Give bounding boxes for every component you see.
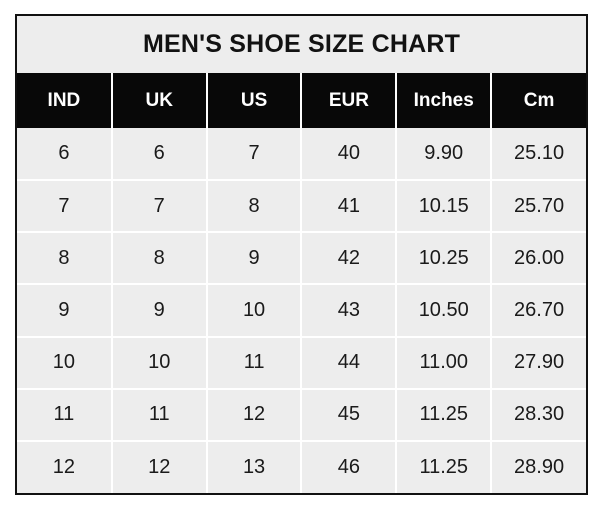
cell-inches: 10.25 bbox=[395, 231, 492, 285]
column-header-inches: Inches bbox=[395, 73, 492, 128]
cell-eur: 42 bbox=[300, 231, 397, 285]
table-row: 10 10 11 44 11.00 27.90 bbox=[17, 335, 586, 389]
cell-eur: 45 bbox=[300, 387, 397, 441]
column-header-ind: IND bbox=[17, 73, 112, 128]
cell-ind: 6 bbox=[17, 128, 112, 181]
cell-ind: 11 bbox=[17, 387, 112, 441]
column-header-cm: Cm bbox=[490, 73, 586, 128]
cell-ind: 9 bbox=[17, 283, 112, 337]
cell-inches: 10.15 bbox=[395, 179, 492, 233]
table-row: 6 6 7 40 9.90 25.10 bbox=[17, 128, 586, 181]
cell-inches: 9.90 bbox=[395, 128, 492, 181]
table-row: 8 8 9 42 10.25 26.00 bbox=[17, 231, 586, 285]
cell-inches: 11.25 bbox=[395, 387, 492, 441]
cell-cm: 26.00 bbox=[490, 231, 586, 285]
cell-us: 11 bbox=[205, 335, 302, 389]
cell-us: 10 bbox=[205, 283, 302, 337]
cell-cm: 28.90 bbox=[490, 439, 586, 493]
column-header-eur: EUR bbox=[300, 73, 397, 128]
table-row: 11 11 12 45 11.25 28.30 bbox=[17, 387, 586, 441]
cell-us: 13 bbox=[205, 439, 302, 493]
cell-uk: 10 bbox=[110, 335, 207, 389]
cell-inches: 11.25 bbox=[395, 439, 492, 493]
table-body: 6 6 7 40 9.90 25.10 7 7 8 41 10.15 25.70 8 8 9 42 10.25 2… bbox=[17, 128, 586, 493]
cell-cm: 26.70 bbox=[490, 283, 586, 337]
cell-eur: 41 bbox=[300, 179, 397, 233]
column-header-us: US bbox=[205, 73, 302, 128]
cell-cm: 28.30 bbox=[490, 387, 586, 441]
cell-eur: 40 bbox=[300, 128, 397, 181]
cell-ind: 8 bbox=[17, 231, 112, 285]
cell-eur: 44 bbox=[300, 335, 397, 389]
cell-uk: 12 bbox=[110, 439, 207, 493]
shoe-size-table: IND UK US EUR Inches Cm 6 6 7 40 9.90 25.10 7 7 8 41 10… bbox=[17, 73, 586, 493]
cell-us: 9 bbox=[205, 231, 302, 285]
size-chart-frame: MEN'S SHOE SIZE CHART IND UK US EUR Inches Cm… bbox=[15, 14, 588, 495]
table-header-row: IND UK US EUR Inches Cm bbox=[17, 73, 586, 128]
cell-uk: 9 bbox=[110, 283, 207, 337]
cell-cm: 25.70 bbox=[490, 179, 586, 233]
column-header-uk: UK bbox=[110, 73, 207, 128]
chart-title-band: MEN'S SHOE SIZE CHART bbox=[17, 16, 586, 73]
table-row: 7 7 8 41 10.15 25.70 bbox=[17, 179, 586, 233]
cell-us: 12 bbox=[205, 387, 302, 441]
cell-inches: 10.50 bbox=[395, 283, 492, 337]
cell-ind: 7 bbox=[17, 179, 112, 233]
table-row: 9 9 10 43 10.50 26.70 bbox=[17, 283, 586, 337]
cell-uk: 7 bbox=[110, 179, 207, 233]
cell-inches: 11.00 bbox=[395, 335, 492, 389]
cell-us: 7 bbox=[205, 128, 302, 181]
table-header: IND UK US EUR Inches Cm bbox=[17, 73, 586, 128]
cell-uk: 6 bbox=[110, 128, 207, 181]
table-row: 12 12 13 46 11.25 28.90 bbox=[17, 439, 586, 493]
cell-eur: 46 bbox=[300, 439, 397, 493]
cell-uk: 8 bbox=[110, 231, 207, 285]
cell-cm: 27.90 bbox=[490, 335, 586, 389]
cell-eur: 43 bbox=[300, 283, 397, 337]
cell-ind: 10 bbox=[17, 335, 112, 389]
cell-uk: 11 bbox=[110, 387, 207, 441]
page-title: MEN'S SHOE SIZE CHART bbox=[142, 30, 461, 58]
cell-us: 8 bbox=[205, 179, 302, 233]
cell-ind: 12 bbox=[17, 439, 112, 493]
cell-cm: 25.10 bbox=[490, 128, 586, 181]
